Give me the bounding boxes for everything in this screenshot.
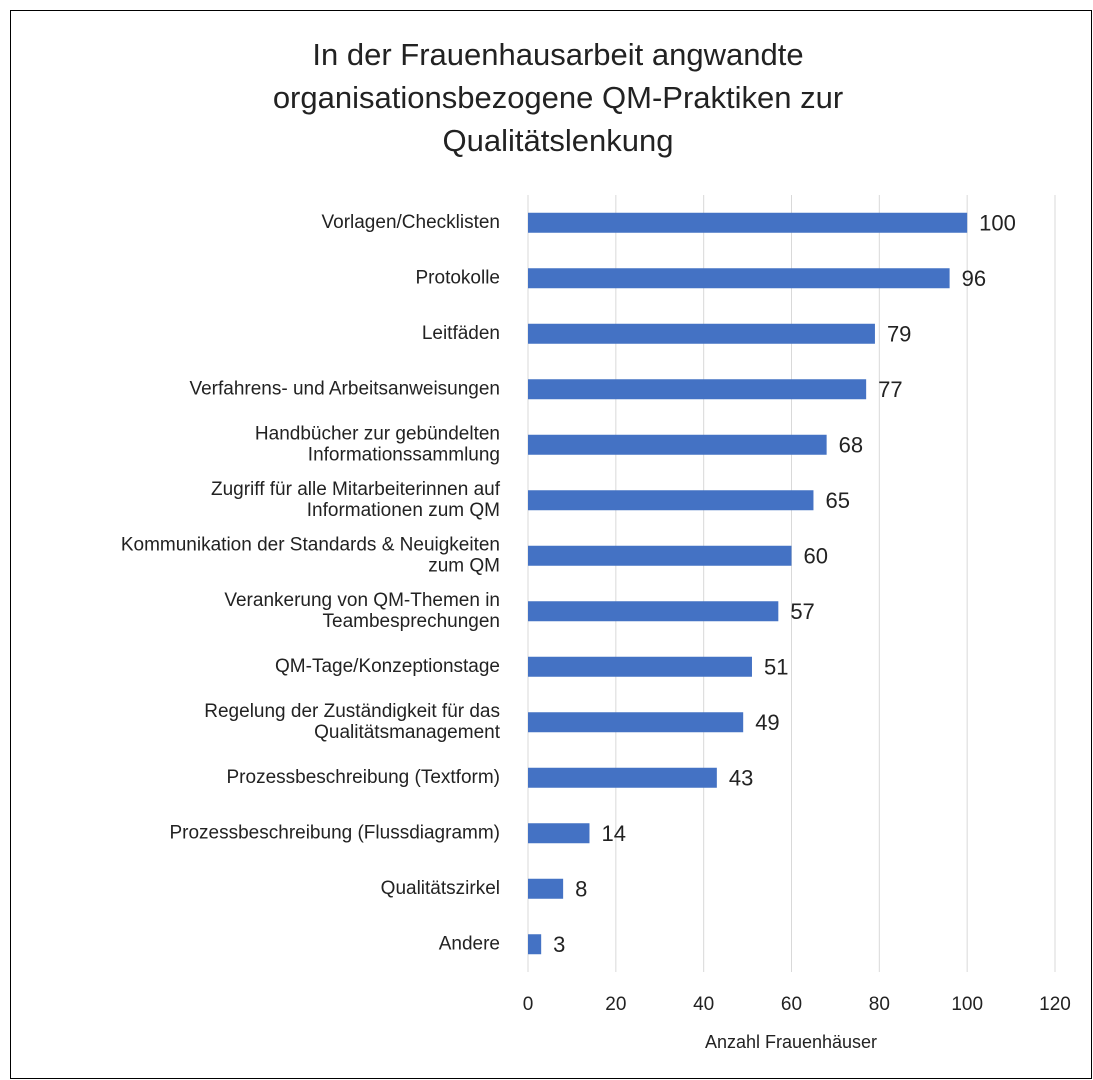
- y-tick-label: Verfahrens- und Arbeitsanweisungen: [189, 378, 500, 399]
- bar: [528, 934, 542, 955]
- x-tick-label: 0: [523, 994, 534, 1015]
- x-tick-label: 40: [693, 994, 714, 1015]
- bar: [528, 767, 717, 788]
- bar: [528, 601, 779, 622]
- y-tick-label-line: Kommunikation der Standards & Neuigkeite…: [121, 534, 500, 555]
- x-tick-label: 60: [781, 994, 802, 1015]
- bar: [528, 268, 950, 289]
- bar: [528, 490, 814, 511]
- y-tick-label: Prozessbeschreibung (Flussdiagramm): [169, 822, 500, 843]
- data-label: 51: [764, 655, 788, 680]
- data-label: 49: [755, 710, 779, 735]
- x-tick-label: 80: [869, 994, 890, 1015]
- bar: [528, 656, 752, 677]
- y-tick-label-line: Qualitätsmanagement: [314, 722, 501, 743]
- y-tick-label: Handbücher zur gebündelten Informationssa…: [255, 423, 500, 465]
- y-tick-label: QM-Tage/Konzeptionstage: [275, 656, 500, 677]
- y-tick-label-line: Zugriff für alle Mitarbeiterinnen auf: [211, 479, 501, 500]
- chart-title: In der Frauenhausarbeit angwandte: [312, 37, 803, 72]
- bar: [528, 712, 744, 733]
- y-tick-label-line: Handbücher zur gebündelten: [255, 423, 500, 444]
- data-label: 96: [962, 266, 986, 291]
- bar: [528, 379, 867, 400]
- data-label: 14: [601, 821, 625, 846]
- y-tick-label-line: Informationssammlung: [308, 444, 500, 465]
- y-tick-label: Leitfäden: [422, 323, 500, 344]
- bar: [528, 823, 590, 844]
- y-tick-label-line: zum QM: [428, 555, 500, 576]
- chart-border: [10, 10, 1092, 1079]
- chart-title: organisationsbezogene QM-Praktiken zur: [273, 80, 843, 115]
- data-label: 100: [979, 211, 1016, 236]
- data-label: 79: [887, 322, 911, 347]
- bar: [528, 323, 875, 344]
- bar: [528, 212, 968, 233]
- data-label: 60: [804, 544, 828, 569]
- bar: [528, 434, 827, 455]
- y-tick-label: Verankerung von QM-Themen in Teambesprech…: [224, 590, 500, 632]
- y-tick-label: Vorlagen/Checklisten: [322, 212, 501, 233]
- x-tick-label: 20: [605, 994, 626, 1015]
- data-label: 57: [790, 599, 814, 624]
- y-tick-label: Andere: [439, 933, 500, 954]
- x-tick-label: 120: [1039, 994, 1071, 1015]
- data-label: 77: [878, 377, 902, 402]
- data-label: 68: [839, 433, 863, 458]
- y-tick-label: Regelung der Zuständigkeit für das Qualit…: [204, 701, 500, 743]
- y-tick-label: Protokolle: [416, 267, 501, 288]
- y-tick-label-line: Verankerung von QM-Themen in: [224, 590, 500, 611]
- bar: [528, 878, 564, 899]
- data-label: 3: [553, 932, 565, 957]
- y-tick-label: Qualitätszirkel: [381, 878, 500, 899]
- y-tick-label: Kommunikation der Standards & Neuigkeite…: [121, 534, 500, 576]
- x-tick-label: 100: [951, 994, 983, 1015]
- data-label: 43: [729, 766, 753, 791]
- y-tick-label: Zugriff für alle Mitarbeiterinnen auf Inf…: [211, 479, 501, 521]
- chart-title: Qualitätslenkung: [443, 123, 674, 158]
- bar: [528, 545, 792, 566]
- y-tick-label-line: Informationen zum QM: [307, 500, 500, 521]
- y-tick-label: Prozessbeschreibung (Textform): [227, 767, 501, 788]
- y-tick-label-line: Teambesprechungen: [323, 611, 500, 632]
- data-label: 8: [575, 877, 587, 902]
- data-label: 65: [825, 488, 849, 513]
- x-axis-label: Anzahl Frauenhäuser: [705, 1032, 877, 1052]
- y-tick-label-line: Regelung der Zuständigkeit für das: [204, 701, 500, 722]
